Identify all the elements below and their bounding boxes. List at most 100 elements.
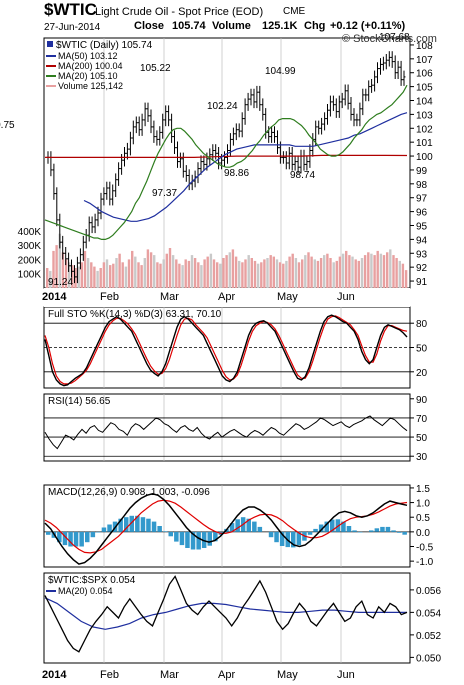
macd-hist-bar-21: [163, 531, 168, 532]
volume-bar-105: [376, 250, 379, 288]
volume-bar-37: [162, 259, 165, 288]
month-label-bottom-5: Jun: [337, 669, 355, 681]
price-panel-title: $WTIC (Daily) 105.74: [56, 40, 153, 51]
sto-d-line: [44, 315, 408, 385]
volume-bar-80: [297, 262, 301, 288]
macd-hist-bar-50: [324, 521, 329, 532]
volume-bar-56: [222, 258, 225, 288]
volume-bar-42: [178, 263, 181, 288]
volume-bar-38: [165, 253, 168, 288]
volume-bar-65: [250, 258, 253, 288]
macd-hist-bar-33: [229, 523, 235, 532]
month-label-top-4: May: [277, 291, 298, 303]
volume-bar-79: [294, 258, 298, 288]
volume-bar-16: [96, 270, 99, 288]
volume-bar-64: [247, 255, 250, 288]
ratio-line: [44, 575, 408, 653]
price-annotation-7: 98.74: [290, 170, 315, 181]
volume-bar-41: [175, 259, 178, 288]
rsi-tick-0: 90: [416, 395, 428, 406]
sto-k-line: [44, 314, 408, 387]
volume-bar-40: [171, 255, 175, 288]
volume-bar-11: [80, 262, 83, 288]
volume-bar-36: [159, 263, 162, 288]
volume-bar-85: [313, 259, 316, 288]
volume-bar-92: [335, 260, 338, 288]
macd-hist-bar-29: [207, 531, 212, 546]
price-tick-14: 94: [416, 235, 428, 246]
macd-tick-4: -0.5: [416, 543, 434, 554]
volume-bar-107: [382, 255, 386, 288]
volume-bar-89: [326, 253, 329, 288]
macd-hist-bar-53: [341, 521, 346, 532]
macd-hist-bar-28: [201, 531, 207, 548]
date-label: 27-Jun-2014: [44, 22, 101, 33]
ratio-tick-2: 0.052: [416, 631, 441, 642]
legend-marker-price: [47, 41, 53, 47]
volume-bar-33: [149, 252, 153, 288]
macd-hist-bar-30: [213, 531, 218, 542]
volume-bar-13: [86, 258, 90, 288]
volume-bar-57: [225, 255, 228, 288]
macd-hist-bar-27: [196, 531, 201, 550]
chg-label: Chg: [304, 20, 326, 32]
ma50-line: [83, 112, 408, 222]
legend-swatch-3: [46, 85, 56, 87]
macd-hist-bar-45: [296, 531, 302, 546]
volume-bar-28: [134, 256, 137, 288]
volume-bar-96: [348, 255, 351, 288]
macd-hist-bar-15: [129, 515, 134, 532]
price-tick-3: 105: [416, 83, 433, 94]
close-label: Close: [134, 20, 164, 32]
macd-hist-bar-22: [168, 531, 173, 537]
volume-bar-60: [234, 256, 238, 288]
month-label-bottom-0: 2014: [42, 669, 67, 681]
volume-bar-4: [58, 233, 61, 288]
price-tick-4: 104: [416, 97, 433, 108]
macd-tick-3: 0.0: [416, 528, 430, 539]
price-tick-13: 95: [416, 222, 428, 233]
month-label-bottom-2: Mar: [160, 669, 179, 681]
macd-hist-bar-51: [330, 519, 335, 532]
ratio-tick-1: 0.054: [416, 608, 441, 619]
ma20-line: [44, 84, 408, 240]
volume-bar-0: [46, 268, 49, 288]
price-annotation-6: 104.99: [265, 66, 296, 77]
exchange-label: CME: [283, 6, 306, 17]
volume-bar-19: [105, 259, 109, 288]
price-tick-5: 103: [416, 110, 433, 121]
volume-bar-53: [212, 259, 216, 288]
volume-bar-84: [310, 256, 313, 288]
price-annotation-2: 105.22: [140, 63, 171, 74]
volume-bar-3: [55, 245, 58, 288]
legend-label-2: MA(20) 105.10: [58, 71, 118, 81]
volume-bar-68: [260, 262, 263, 288]
price-tick-1: 107: [416, 55, 433, 66]
volume-bar-54: [216, 262, 219, 288]
rsi-tick-1: 70: [416, 414, 428, 425]
macd-hist-bar-18: [146, 518, 151, 532]
volume-bar-9: [74, 268, 77, 288]
macd-hist-bar-2: [57, 531, 62, 543]
macd-hist-bar-56: [357, 531, 363, 533]
macd-hist-bar-38: [257, 526, 263, 532]
volume-tick-2: 200K: [18, 255, 42, 266]
volume-bar-44: [184, 259, 187, 288]
volume-bar-76: [285, 260, 288, 288]
description-label: Light Crude Oil - Spot Price (EOD): [95, 6, 264, 18]
volume-bar-14: [90, 262, 93, 288]
volume-bar-111: [395, 258, 398, 288]
macd-hist-bar-61: [385, 526, 391, 532]
volume-bar-2: [52, 250, 55, 288]
month-label-top-0: 2014: [42, 291, 67, 303]
ratio-panel-title: $WTIC:$SPX 0.054: [48, 575, 136, 586]
volume-bar-39: [168, 248, 172, 288]
volume-bar-86: [316, 260, 320, 288]
macd-tick-2: 0.5: [416, 513, 430, 524]
volume-bar-91: [332, 262, 335, 288]
volume-bar-61: [238, 260, 241, 288]
macd-hist-bar-54: [346, 526, 352, 532]
volume-bar-101: [363, 255, 367, 288]
volume-bar-45: [187, 260, 191, 288]
volume-bar-88: [323, 255, 326, 288]
